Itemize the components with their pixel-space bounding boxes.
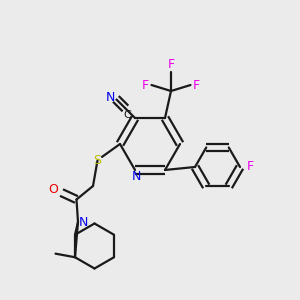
Text: F: F [167, 58, 175, 71]
Text: N: N [106, 91, 115, 104]
Text: O: O [49, 183, 58, 196]
Text: N: N [132, 170, 141, 183]
Text: S: S [94, 154, 101, 167]
Text: F: F [193, 79, 200, 92]
Text: N: N [78, 216, 88, 229]
Text: C: C [123, 110, 131, 120]
Text: F: F [142, 79, 149, 92]
Text: F: F [246, 160, 254, 173]
